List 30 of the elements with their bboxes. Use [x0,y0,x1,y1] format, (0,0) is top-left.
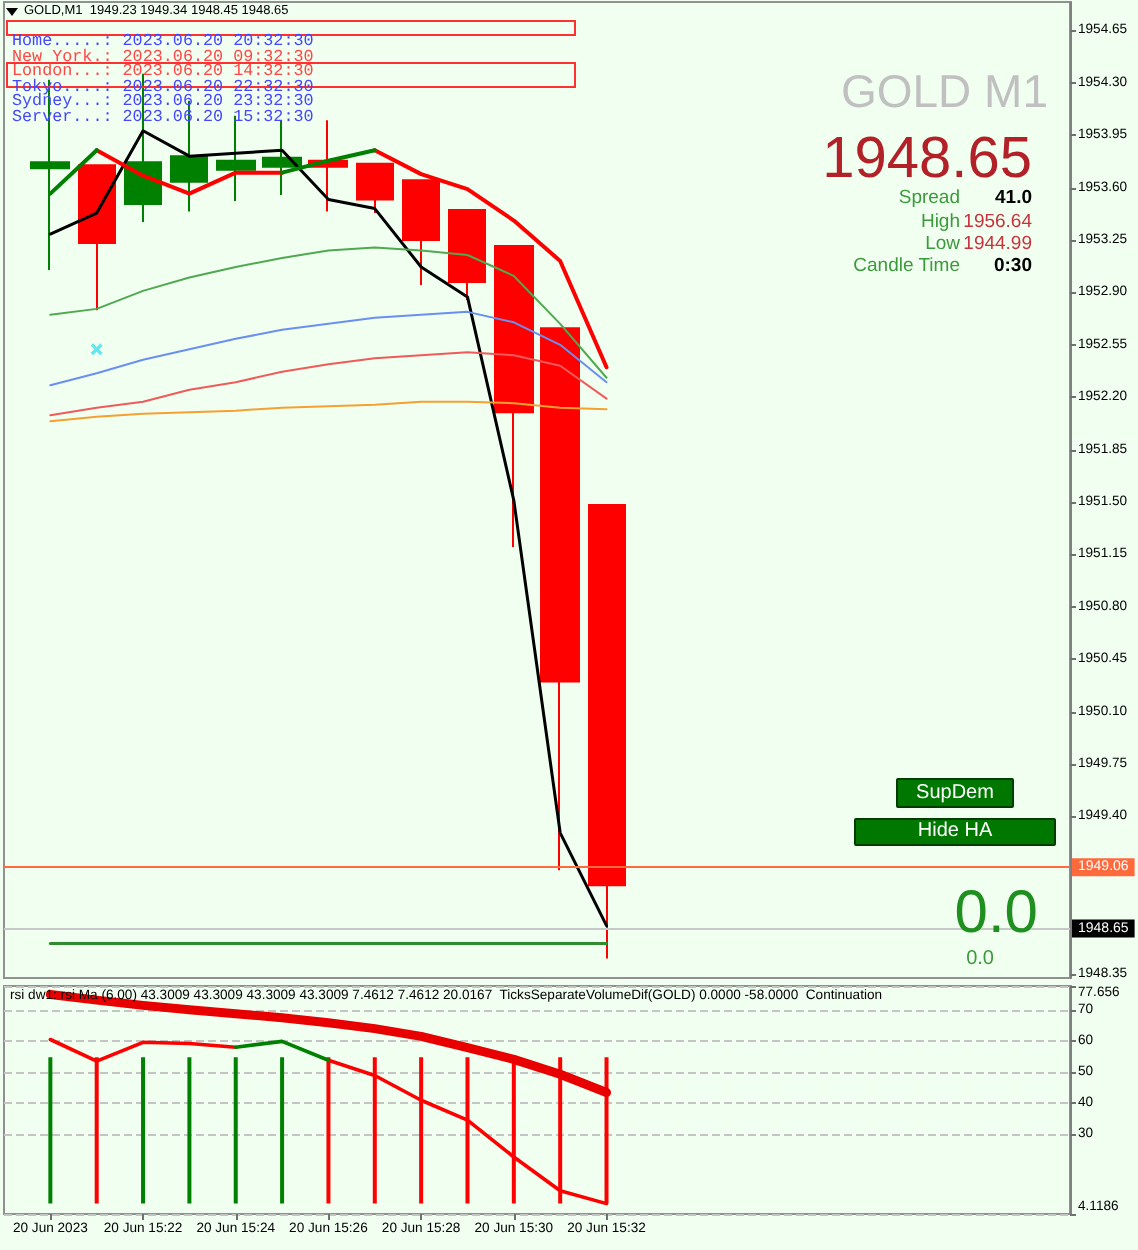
annotation: Candle Time [853,253,960,276]
annotation: SupDem [916,781,994,803]
candlestick [448,209,486,301]
annotation: Hide HA [917,820,993,842]
line-series [49,310,608,387]
annotation: High [920,209,960,232]
candlestick [494,245,534,548]
annotation: 1956.64 [963,209,1032,232]
candlestick [540,327,580,872]
annotation: 0.0 [954,880,1038,946]
annotation: Low [925,231,960,254]
annotation: 41.0 [995,186,1032,209]
line-series [49,351,608,417]
annotation: London...: 2023.06.20 14:32:30 [12,60,314,81]
button: SupDem [896,778,1014,808]
button: Hide HA [854,818,1056,846]
annotation: 0:30 [993,253,1032,276]
line-series [49,400,608,423]
annotation: Home.....: 2023.06.20 20:32:30 [12,30,314,51]
candlestick [588,503,626,960]
annotation: New York.: 2023.06.20 09:32:30 [12,45,314,66]
annotation: GOLD M1 [840,65,1048,117]
line-series [49,246,608,379]
annotation: Spread [898,186,960,209]
line-series [48,129,609,928]
annotation: 0.0 [966,948,994,970]
candlestick [356,162,394,215]
annotation: 1944.99 [963,231,1032,254]
annotation: 1948.65 [822,127,1032,191]
candlestick [402,179,440,286]
